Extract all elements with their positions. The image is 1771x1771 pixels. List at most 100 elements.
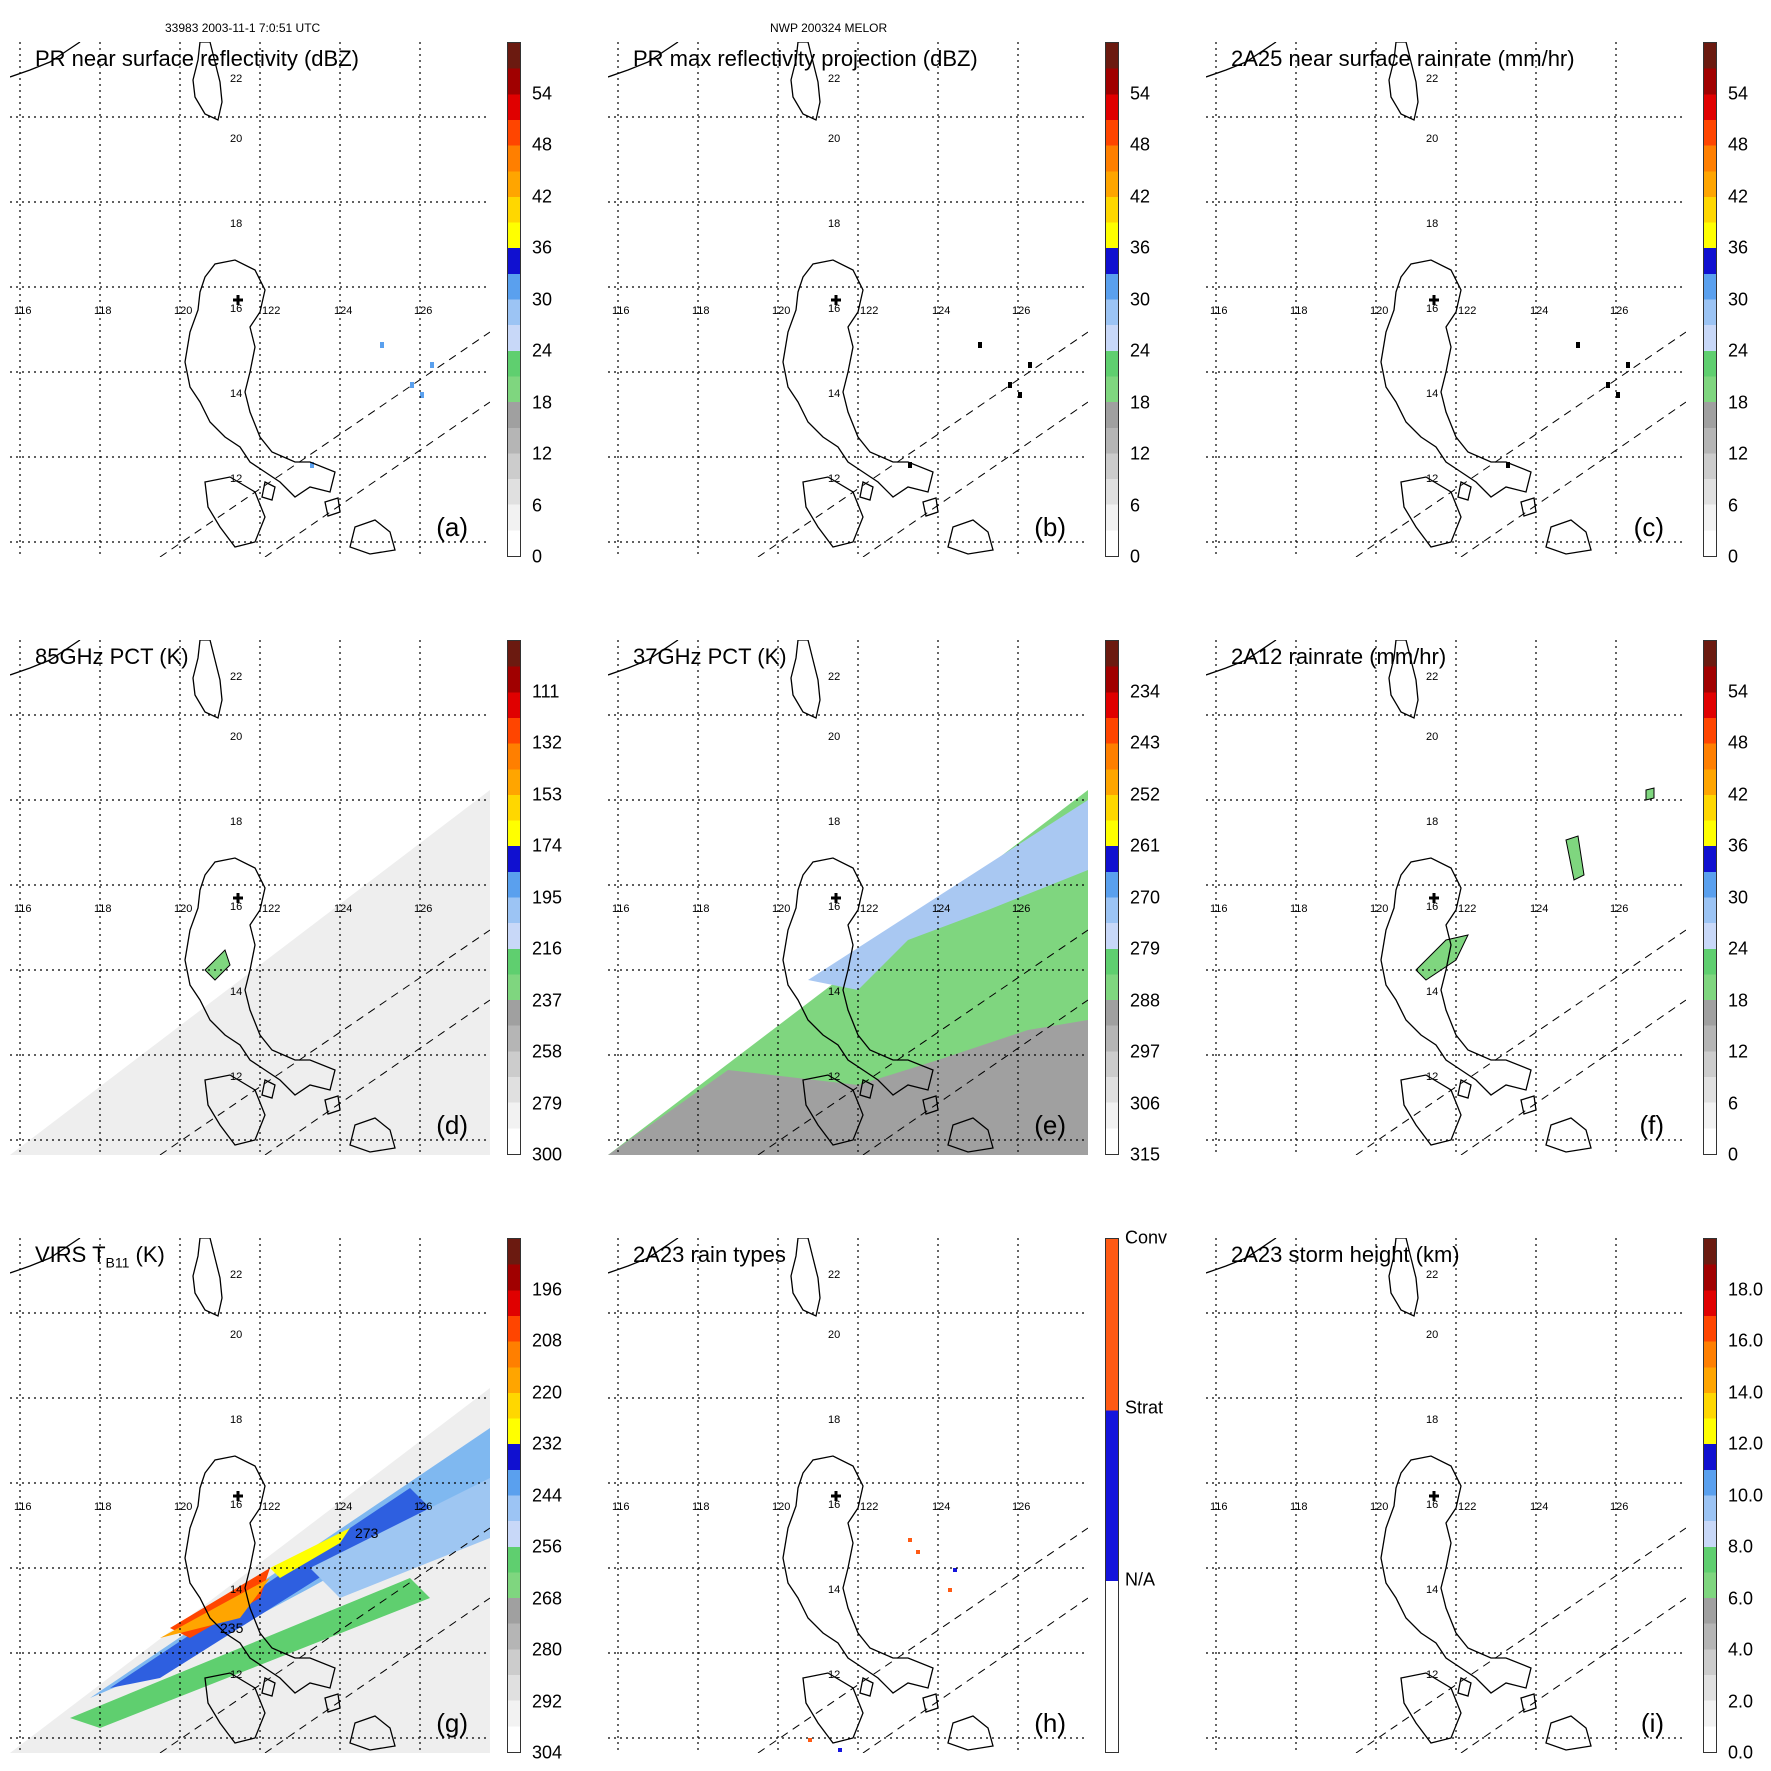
latitude-label: 18 (1426, 218, 1438, 230)
coastline (1400, 1074, 1462, 1146)
latitude-label: 14 (828, 986, 840, 998)
longitude-label: 116 (612, 903, 630, 915)
pr-swath-edge (757, 929, 1088, 1155)
colorbar-tick-label: 30 (532, 289, 553, 310)
coastline (1520, 497, 1537, 517)
longitude-label: 124 (334, 903, 352, 915)
longitude-label: 116 (1210, 305, 1228, 317)
colorbar-tick-label: 6.0 (1728, 1588, 1754, 1609)
latitude-label: 12 (230, 1071, 242, 1083)
coastline (10, 640, 81, 676)
map-canvas-i: 116 118 120 122 124 126 22 20 18 16 14 12 (1206, 1238, 1686, 1753)
colorbar (507, 1238, 521, 1753)
latitude-label: 18 (230, 218, 242, 230)
pr-swath-edge (159, 1527, 490, 1753)
rain-pixel (1008, 382, 1012, 388)
storm-center-marker (233, 893, 243, 903)
panel-letter: (b) (1034, 512, 1066, 542)
latitude-label: 16 (828, 1499, 840, 1511)
colorbar-tick-label: 270 (1130, 887, 1161, 908)
panel-title: 2A23 storm height (km) (1231, 1242, 1460, 1267)
coastline (790, 42, 821, 121)
pr-swath-edge (159, 929, 490, 1155)
longitude-label: 122 (1458, 305, 1476, 317)
pr-swath-edge (1355, 929, 1686, 1155)
colorbar (1105, 1238, 1119, 1753)
coastline (349, 519, 396, 555)
latitude-label: 18 (1426, 1414, 1438, 1426)
colorbar-tick-label: 300 (532, 1144, 563, 1165)
pr-swath-edge (159, 331, 490, 557)
rain-type-pixel (838, 1748, 842, 1752)
colorbar-tick-label: 288 (1130, 990, 1161, 1011)
colorbar-tick-label: 0 (1728, 546, 1739, 567)
latitude-label: 22 (230, 1269, 242, 1281)
longitude-label: 118 (1290, 903, 1308, 915)
colorbar-tick-label: 16.0 (1728, 1330, 1764, 1351)
colorbar-tick-label: 6 (1130, 495, 1141, 516)
colorbar-tick-label: 18 (532, 392, 553, 413)
colorbar-tick-label: 54 (1728, 83, 1749, 104)
coastline (1380, 259, 1532, 498)
map-panel-a: 116 118 120 122 124 126 22 20 18 16 14 12 PR near su… (10, 42, 552, 567)
latitude-label: 22 (230, 671, 242, 683)
coastline (192, 1238, 223, 1317)
panel-title: 2A12 rainrate (mm/hr) (1231, 644, 1447, 669)
longitude-label: 118 (692, 1501, 710, 1513)
contour-label: 273 (355, 1525, 379, 1541)
map-panel-c: 116 118 120 122 124 126 22 20 18 16 14 12 2A25 near … (1206, 42, 1748, 567)
latitude-label: 14 (1426, 388, 1438, 400)
rain-cell (1645, 787, 1655, 801)
coastline (349, 1117, 396, 1153)
colorbar-tick-label: 48 (1130, 134, 1151, 155)
map-canvas-a: 116 118 120 122 124 126 22 20 18 16 14 12 (10, 42, 490, 557)
colorbar-tick-label: 6 (1728, 1093, 1739, 1114)
coastline (192, 640, 223, 719)
latitude-label: 16 (828, 901, 840, 913)
colorbar-tick-label: 12 (1130, 443, 1151, 464)
panel-letter: (h) (1034, 1708, 1066, 1738)
latitude-label: 18 (828, 1414, 840, 1426)
colorbar-tick-label: Conv (1125, 1227, 1168, 1248)
coastline (608, 1238, 679, 1274)
latitude-label: 20 (828, 731, 840, 743)
colorbar-tick-label: 48 (532, 134, 553, 155)
longitude-label: 120 (1370, 305, 1388, 317)
longitude-label: 118 (692, 903, 710, 915)
longitude-label: 122 (860, 903, 878, 915)
colorbar-tick-label: 18 (1728, 392, 1749, 413)
longitude-label: 126 (1610, 1501, 1628, 1513)
coastline (947, 1117, 994, 1153)
rain-cell (1565, 835, 1585, 881)
cloud-temperature-band (270, 1528, 350, 1578)
map-canvas-c: 116 118 120 122 124 126 22 20 18 16 14 12 (1206, 42, 1686, 557)
coastline (324, 1095, 341, 1115)
latitude-label: 20 (1426, 133, 1438, 145)
longitude-label: 126 (1012, 305, 1030, 317)
colorbar-tick-label: 54 (1130, 83, 1151, 104)
map-canvas-h: 116 118 120 122 124 126 22 20 18 16 14 12 (608, 1238, 1088, 1753)
ice-scattering-cell (204, 949, 231, 981)
coastline (1520, 1693, 1537, 1713)
longitude-label: 120 (772, 903, 790, 915)
colorbar-tick-label: 30 (1728, 887, 1749, 908)
colorbar-tick-label: 6 (1728, 495, 1739, 516)
panel-title: 2A23 rain types (633, 1242, 786, 1267)
longitude-label: 116 (14, 305, 32, 317)
coastline (782, 1455, 934, 1694)
cloud-temperature-band (310, 1478, 490, 1598)
colorbar-tick-label: 48 (1728, 134, 1749, 155)
longitude-label: 116 (14, 1501, 32, 1513)
longitude-label: 116 (1210, 1501, 1228, 1513)
latitude-label: 16 (230, 1499, 242, 1511)
panel-title: 2A25 near surface rainrate (mm/hr) (1231, 46, 1575, 71)
latitude-label: 12 (828, 1071, 840, 1083)
coastline (192, 42, 223, 121)
colorbar-tick-label: 0 (1130, 546, 1141, 567)
colorbar-tick-label: 292 (532, 1691, 563, 1712)
coastline (184, 1455, 336, 1694)
colorbar-tick-label: 12 (1728, 443, 1749, 464)
longitude-label: 126 (414, 903, 432, 915)
colorbar-tick-label: 232 (532, 1433, 563, 1454)
panel-letter: (c) (1633, 512, 1664, 542)
